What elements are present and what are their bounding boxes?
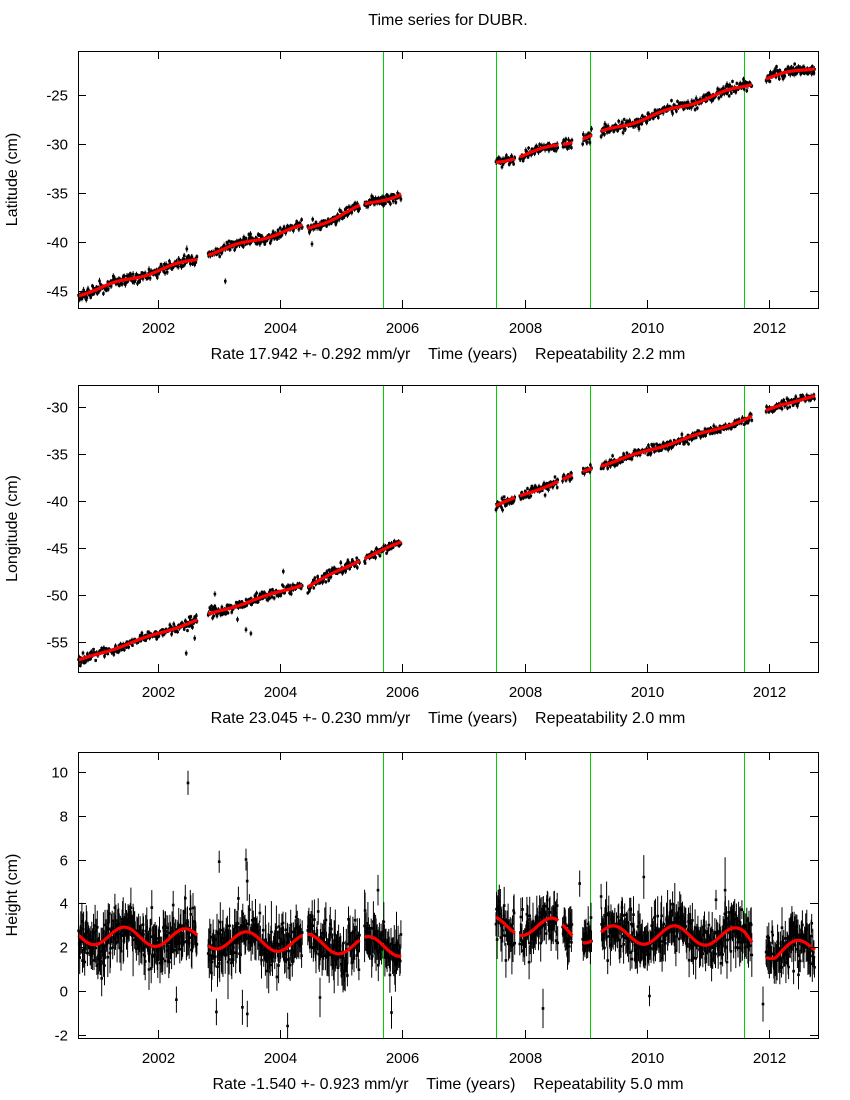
x-tick-label: 2010 xyxy=(631,1050,664,1067)
axis-border xyxy=(78,51,819,309)
x-tick-label: 2004 xyxy=(264,684,297,701)
x-tick-label: 2008 xyxy=(509,320,542,337)
y-tick-label: 8 xyxy=(60,809,68,826)
x-tick-label: 2008 xyxy=(509,1050,542,1067)
y-tick-label: -45 xyxy=(46,284,68,301)
y-axis-title: Height (cm) xyxy=(4,854,21,937)
x-tick-label: 2006 xyxy=(386,320,419,337)
x-tick-label: 2010 xyxy=(631,684,664,701)
data-points xyxy=(77,62,816,302)
y-tick-label: 10 xyxy=(51,765,68,782)
stats-line: Rate 17.942 +- 0.292 mm/yr Time (years) … xyxy=(211,346,686,363)
axis-border xyxy=(78,385,819,673)
y-tick-label: 2 xyxy=(60,940,68,957)
y-tick-label: -40 xyxy=(46,494,68,511)
y-tick-label: -25 xyxy=(46,88,68,105)
stats-line: Rate 23.045 +- 0.230 mm/yr Time (years) … xyxy=(211,710,686,727)
stats-line: Rate -1.540 +- 0.923 mm/yr Time (years) … xyxy=(212,1076,683,1093)
y-tick-label: -30 xyxy=(46,137,68,154)
y-tick-label: -35 xyxy=(46,186,68,203)
latitude-panel: 2002 2004 2006 2008 2010 2012 -25 -30 -35 -40 -45 L… xyxy=(4,51,819,363)
y-tick-label: -50 xyxy=(46,588,68,605)
error-bars xyxy=(78,770,815,1040)
chart-title: Time series for DUBR. xyxy=(368,12,528,29)
y-axis-title: Latitude (cm) xyxy=(4,133,21,226)
y-tick-label: 6 xyxy=(60,853,68,870)
fit-line xyxy=(78,67,816,298)
x-tick-label: 2008 xyxy=(509,684,542,701)
fit-line xyxy=(78,394,816,662)
y-tick-label: 4 xyxy=(60,896,68,913)
x-tick-label: 2010 xyxy=(631,320,664,337)
data-points xyxy=(77,781,816,1028)
x-tick-label: 2012 xyxy=(753,1050,786,1067)
x-tick-label: 2012 xyxy=(753,684,786,701)
x-tick-label: 2004 xyxy=(264,1050,297,1067)
y-tick-label: -35 xyxy=(46,447,68,464)
x-tick-label: 2002 xyxy=(142,684,175,701)
x-tick-label: 2012 xyxy=(753,320,786,337)
y-tick-label: -2 xyxy=(55,1028,68,1045)
x-tick-label: 2006 xyxy=(386,684,419,701)
x-tick-label: 2006 xyxy=(386,1050,419,1067)
fit-line xyxy=(77,915,816,961)
axis-border xyxy=(78,752,819,1039)
height-panel: 2002 2004 2006 2008 2010 2012 10 8 6 4 2 0 -2 Height … xyxy=(4,752,819,1093)
y-tick-label: -45 xyxy=(46,541,68,558)
data-points xyxy=(77,393,816,667)
x-tick-label: 2002 xyxy=(142,320,175,337)
y-tick-label: -30 xyxy=(46,400,68,417)
longitude-panel: 2002 2004 2006 2008 2010 2012 -30 -35 -40 -45 -50 -… xyxy=(4,385,819,727)
x-tick-label: 2002 xyxy=(142,1050,175,1067)
y-tick-label: -40 xyxy=(46,235,68,252)
y-tick-label: 0 xyxy=(60,984,68,1001)
y-axis-title: Longitude (cm) xyxy=(4,475,21,582)
x-tick-label: 2004 xyxy=(264,320,297,337)
y-tick-label: -55 xyxy=(46,635,68,652)
